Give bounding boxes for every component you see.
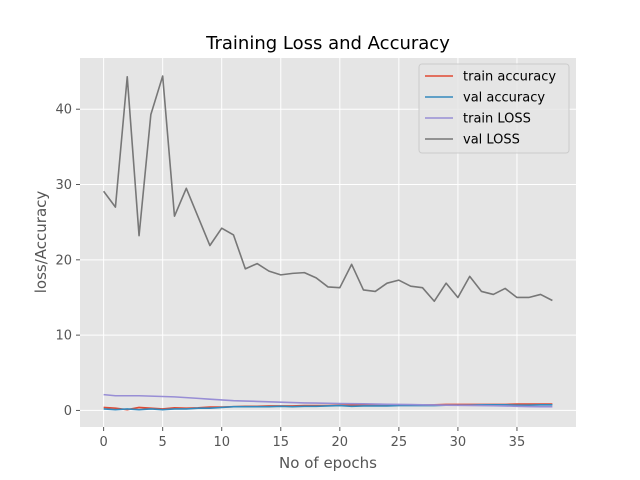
x-tick-label: 0 <box>99 435 107 450</box>
x-tick-label: 30 <box>450 435 467 450</box>
legend-label: val LOSS <box>463 133 520 148</box>
x-tick-label: 5 <box>159 435 167 450</box>
x-tick-label: 35 <box>509 435 526 450</box>
series-line-val-loss <box>102 75 553 303</box>
legend-label: train LOSS <box>463 112 531 127</box>
x-tick-label: 25 <box>391 435 408 450</box>
x-tick-label: 15 <box>272 435 289 450</box>
legend: train accuracy val accuracy train LOSS val … <box>418 63 570 154</box>
y-axis-label: loss/Accuracy <box>32 191 50 294</box>
x-tick-label: 10 <box>213 435 230 450</box>
y-tick-label: 20 <box>55 253 72 268</box>
tick-labels: 0 5 10 15 20 25 30 35 0 10 20 30 40 <box>55 103 525 450</box>
y-tick-label: 10 <box>55 329 72 344</box>
y-tick-label: 40 <box>55 103 72 118</box>
chart-title: Training Loss and Accuracy <box>205 33 450 54</box>
series-line-train-loss <box>103 393 553 408</box>
x-axis-label: No of epochs <box>279 454 377 472</box>
y-tick-label: 30 <box>55 178 72 193</box>
series-lines <box>102 75 553 411</box>
legend-label: val accuracy <box>463 91 545 106</box>
x-tick-label: 20 <box>332 435 349 450</box>
legend-label: train accuracy <box>463 70 556 85</box>
y-tick-label: 0 <box>64 404 72 419</box>
legend-box <box>418 63 570 154</box>
